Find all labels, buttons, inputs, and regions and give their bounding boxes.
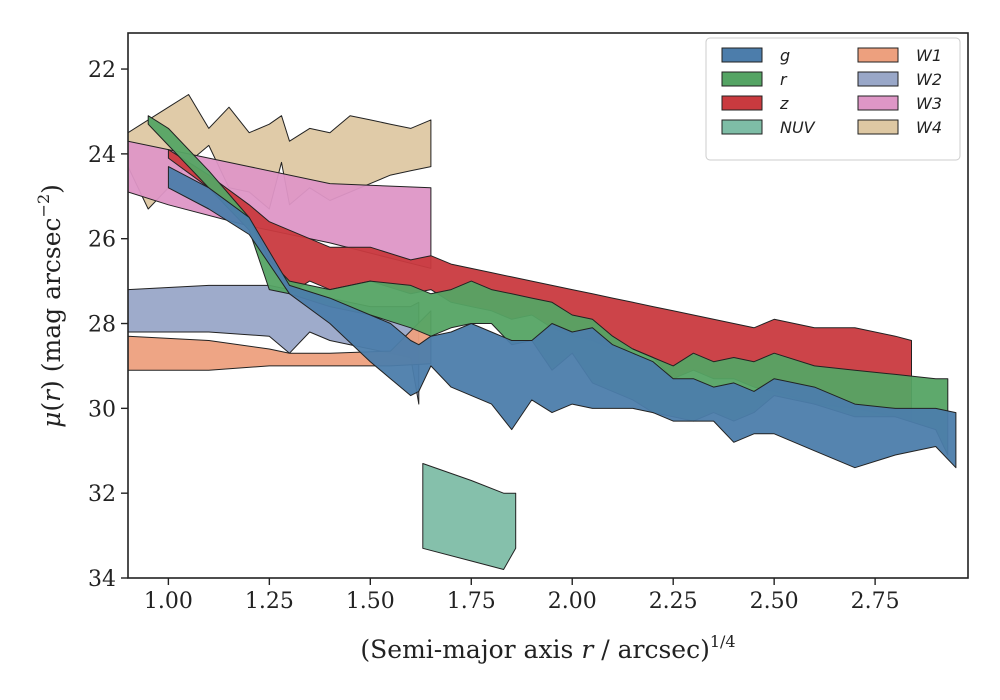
legend-label-r: r: [780, 70, 788, 89]
x-tick-label: 2.00: [548, 589, 597, 614]
legend-swatch-w4: [857, 119, 899, 135]
legend-swatch-w2: [857, 71, 899, 87]
legend-swatch-nuv: [721, 119, 763, 135]
y-tick-label: 26: [88, 228, 116, 253]
legend-swatch-z: [721, 95, 763, 111]
x-tick-label: 1.50: [346, 589, 395, 614]
y-tick-label: 32: [88, 482, 116, 507]
legend-label-nuv: NUV: [780, 118, 816, 137]
x-tick-label: 1.25: [245, 589, 294, 614]
band-g: [167, 166, 957, 469]
legend-label-w3: W3: [916, 94, 942, 113]
plot-frame: [127, 32, 969, 579]
y-axis: 22 24 26 28 30 32 34: [88, 58, 128, 592]
x-tick-label: 1.75: [447, 589, 496, 614]
legend: grz NUV W1 W2 W3 W4: [705, 37, 961, 161]
legend-swatch-w1: [857, 47, 899, 63]
y-tick-label: 34: [88, 567, 116, 592]
series-layer: [128, 94, 957, 570]
legend-swatch-g: [721, 47, 763, 63]
legend-swatch-r: [721, 71, 763, 87]
x-tick-label: 2.75: [851, 589, 900, 614]
y-tick-label: 22: [88, 58, 116, 83]
band-nuv: [422, 463, 517, 570]
legend-label-z: z: [779, 94, 789, 113]
y-tick-label: 30: [88, 397, 116, 422]
y-tick-label: 24: [88, 143, 116, 168]
legend-label-w2: W2: [916, 70, 942, 89]
legend-swatch-w3: [857, 95, 899, 111]
y-axis-title: μ(r) (mag arcsec−2): [34, 184, 66, 428]
x-tick-label: 1.00: [144, 589, 193, 614]
legend-label-w4: W4: [916, 118, 942, 137]
x-axis-title: (Semi-major axis r / arcsec)1/4: [360, 632, 735, 664]
x-tick-label: 2.50: [750, 589, 799, 614]
x-tick-label: 2.25: [649, 589, 698, 614]
legend-label-w1: W1: [916, 46, 942, 65]
legend-label-g: g: [780, 46, 790, 65]
y-tick-label: 28: [88, 313, 116, 338]
x-axis: 1.00 1.25 1.50 1.75 2.00 2.25 2.50 2.75: [144, 578, 900, 614]
